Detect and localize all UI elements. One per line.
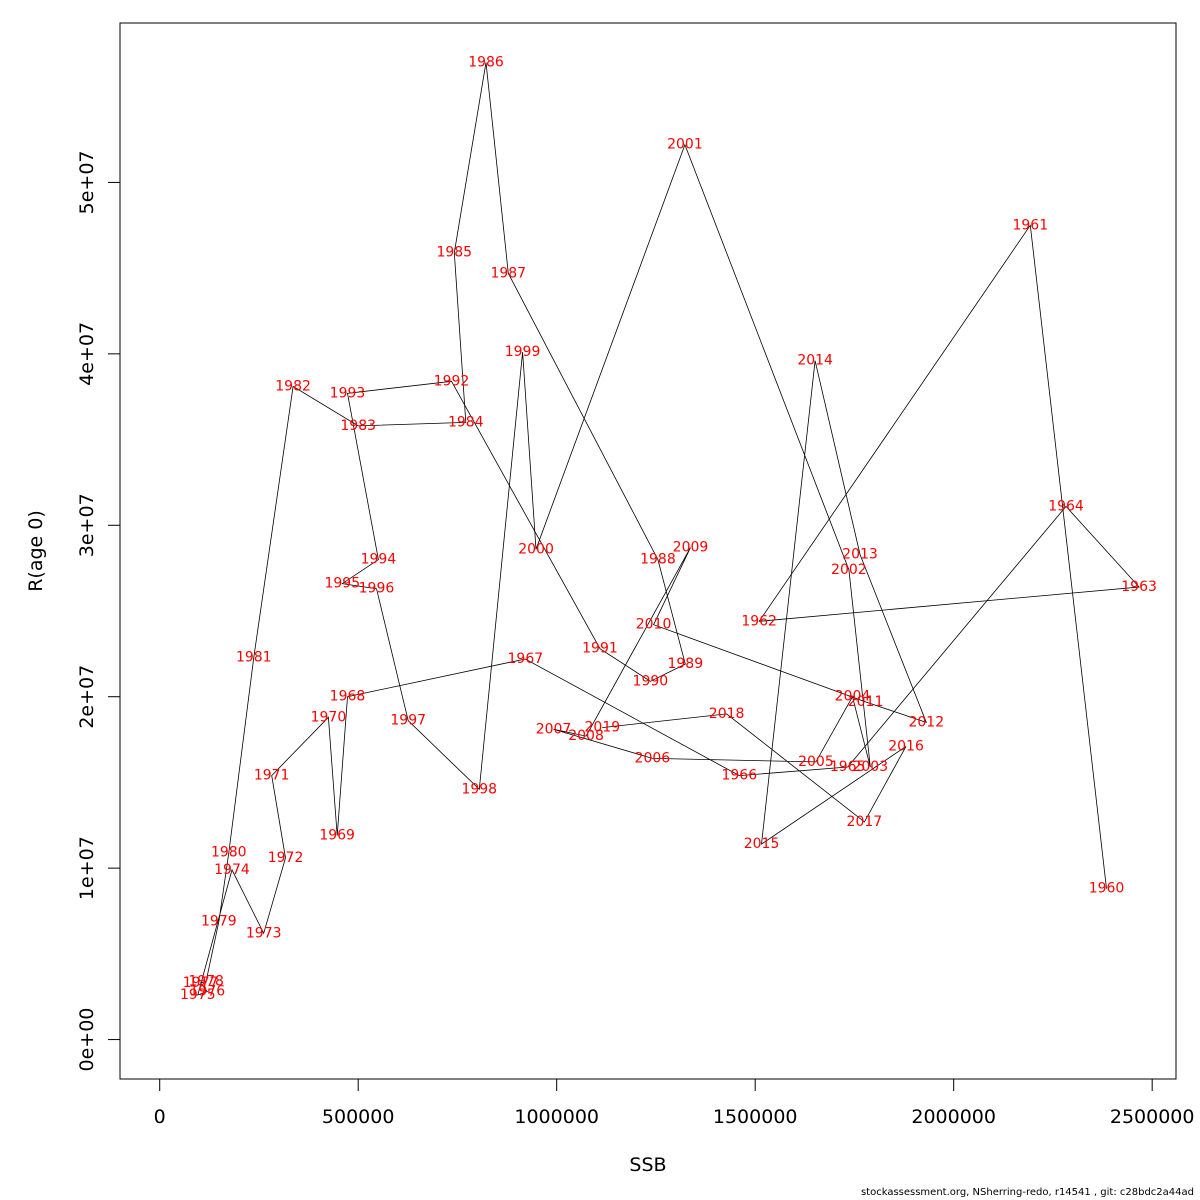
year-label-2015: 2015 [744, 836, 780, 852]
year-label-2016: 2016 [888, 738, 924, 754]
year-label-1966: 1966 [721, 768, 757, 784]
year-label-2010: 2010 [636, 617, 672, 633]
y-tick-label: 0e+00 [76, 1008, 98, 1072]
year-label-2000: 2000 [518, 541, 554, 557]
year-label-2009: 2009 [673, 540, 709, 556]
year-label-1986: 1986 [468, 54, 504, 70]
year-label-1989: 1989 [667, 656, 703, 672]
year-label-1972: 1972 [268, 850, 304, 866]
year-label-1982: 1982 [275, 378, 311, 394]
y-tick-label: 2e+07 [76, 665, 98, 729]
series-line-group [197, 62, 1140, 996]
x-axis-title: SSB [629, 1154, 666, 1176]
x-tick-label: 500000 [322, 1106, 395, 1128]
year-label-1962: 1962 [741, 613, 777, 629]
year-label-2014: 2014 [797, 353, 833, 369]
x-tick-label: 2000000 [911, 1106, 996, 1128]
x-tick-label: 1500000 [713, 1106, 798, 1128]
y-tick-label: 5e+07 [76, 150, 98, 214]
year-label-1961: 1961 [1012, 217, 1048, 233]
y-tick-label: 1e+07 [76, 836, 98, 900]
year-label-2012: 2012 [908, 714, 944, 730]
year-label-2018: 2018 [709, 706, 745, 722]
year-label-1976: 1976 [190, 984, 226, 1000]
y-axis-title: R(age 0) [25, 510, 47, 592]
year-label-2002: 2002 [831, 562, 867, 578]
year-label-1968: 1968 [330, 689, 366, 705]
year-label-1997: 1997 [390, 713, 426, 729]
year-label-1990: 1990 [633, 673, 669, 689]
year-label-1983: 1983 [340, 418, 376, 434]
year-label-1978: 1978 [188, 973, 224, 989]
year-label-1994: 1994 [361, 552, 397, 568]
year-label-1960: 1960 [1089, 881, 1125, 897]
year-label-2005: 2005 [798, 754, 834, 770]
year-label-1981: 1981 [236, 649, 272, 665]
year-label-1985: 1985 [436, 245, 472, 261]
year-label-1969: 1969 [319, 828, 355, 844]
x-tick-label: 1000000 [514, 1106, 599, 1128]
year-label-1965: 1965 [830, 759, 866, 775]
year-labels-group: 1960 1961 1962 1963 1964 1965 1966 1967 1968 1969… [180, 54, 1157, 1003]
year-label-1988: 1988 [640, 552, 676, 568]
year-label-2006: 2006 [635, 750, 671, 766]
year-label-1970: 1970 [311, 709, 347, 725]
year-label-2011: 2011 [848, 694, 884, 710]
year-label-2004: 2004 [835, 689, 871, 705]
year-label-1993: 1993 [330, 385, 366, 401]
y-axis: 0e+00 1e+07 2e+07 3e+07 4e+07 5e+07 [76, 150, 121, 1072]
year-label-1991: 1991 [582, 641, 618, 657]
year-label-1998: 1998 [461, 781, 497, 797]
year-label-1975: 1975 [180, 987, 216, 1003]
y-tick-label: 4e+07 [76, 322, 98, 386]
year-label-2008: 2008 [568, 728, 604, 744]
year-label-2001: 2001 [667, 137, 703, 153]
x-tick-label: 2500000 [1110, 1106, 1195, 1128]
year-label-1984: 1984 [448, 414, 484, 430]
x-tick-label: 0 [154, 1106, 166, 1128]
year-label-2007: 2007 [536, 721, 572, 737]
year-label-1964: 1964 [1048, 498, 1084, 514]
year-label-2013: 2013 [842, 546, 878, 562]
y-tick-label: 3e+07 [76, 493, 98, 557]
trajectory-line [197, 62, 1140, 996]
year-label-1995: 1995 [324, 576, 360, 592]
year-label-1979: 1979 [201, 913, 237, 929]
year-label-2003: 2003 [852, 759, 888, 775]
year-label-1992: 1992 [434, 373, 470, 389]
footer-credit: stockassessment.org, NSherring-redo, r14… [860, 1187, 1194, 1198]
year-label-1977: 1977 [183, 975, 219, 991]
year-label-1971: 1971 [254, 768, 290, 784]
x-axis: 0 500000 1000000 1500000 2000000 2500000 [154, 1078, 1195, 1128]
year-label-1963: 1963 [1121, 579, 1157, 595]
year-label-2019: 2019 [585, 720, 621, 736]
year-label-1996: 1996 [359, 581, 395, 597]
year-label-1987: 1987 [490, 265, 526, 281]
year-label-1999: 1999 [505, 344, 541, 360]
year-label-1974: 1974 [214, 862, 250, 878]
year-label-1973: 1973 [246, 925, 282, 941]
year-label-1967: 1967 [508, 651, 544, 667]
year-label-1980: 1980 [211, 845, 247, 861]
year-label-2017: 2017 [847, 814, 883, 830]
